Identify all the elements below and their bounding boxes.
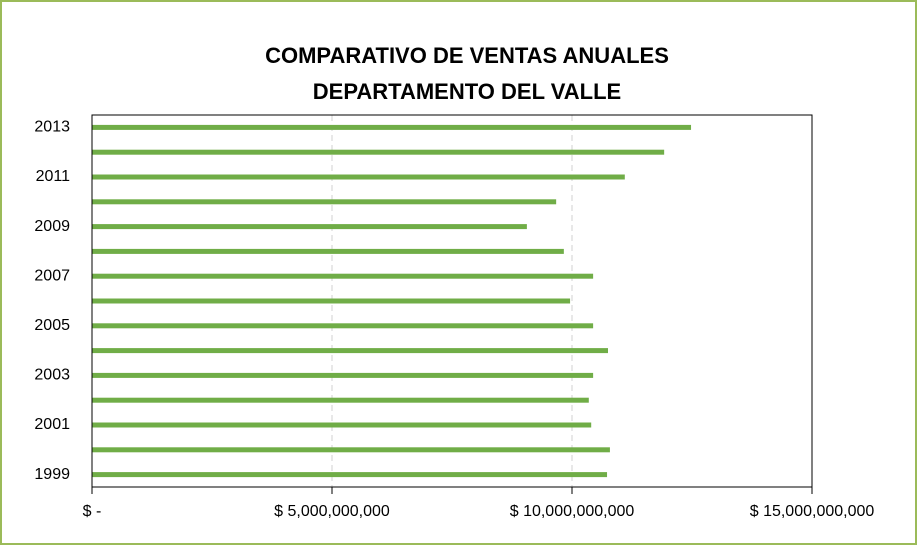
- bar: [92, 323, 594, 329]
- bar: [92, 273, 594, 279]
- x-tick-label: $ 5,000,000,000: [274, 503, 390, 520]
- y-tick-label: 2011: [36, 168, 71, 185]
- y-tick-label: 1999: [34, 466, 70, 483]
- y-tick-label: 2003: [34, 367, 70, 384]
- y-tick-label: 2005: [34, 317, 70, 334]
- bar: [92, 298, 571, 304]
- chart-title: COMPARATIVO DE VENTAS ANUALES DEPARTAMEN…: [265, 43, 669, 104]
- bar: [92, 447, 610, 453]
- bar: [92, 372, 594, 378]
- bar: [92, 174, 625, 180]
- bar: [92, 348, 608, 354]
- y-tick-label: 2013: [34, 119, 70, 136]
- y-tick-label: 2009: [34, 218, 70, 235]
- bar: [92, 248, 564, 254]
- bar: [92, 397, 589, 403]
- y-tick-label: 2001: [34, 416, 70, 433]
- x-tick-label: $ 10,000,000,000: [510, 503, 635, 520]
- bar: [92, 149, 665, 155]
- x-tick-label: $ 15,000,000,000: [750, 503, 875, 520]
- x-tick-label: $ -: [83, 503, 102, 520]
- bar: [92, 472, 608, 478]
- plot-border: [91, 114, 813, 488]
- bar: [92, 124, 692, 130]
- bar: [92, 422, 592, 428]
- y-tick-label: 2007: [34, 267, 70, 284]
- bar: [92, 199, 557, 205]
- bar: [92, 224, 527, 230]
